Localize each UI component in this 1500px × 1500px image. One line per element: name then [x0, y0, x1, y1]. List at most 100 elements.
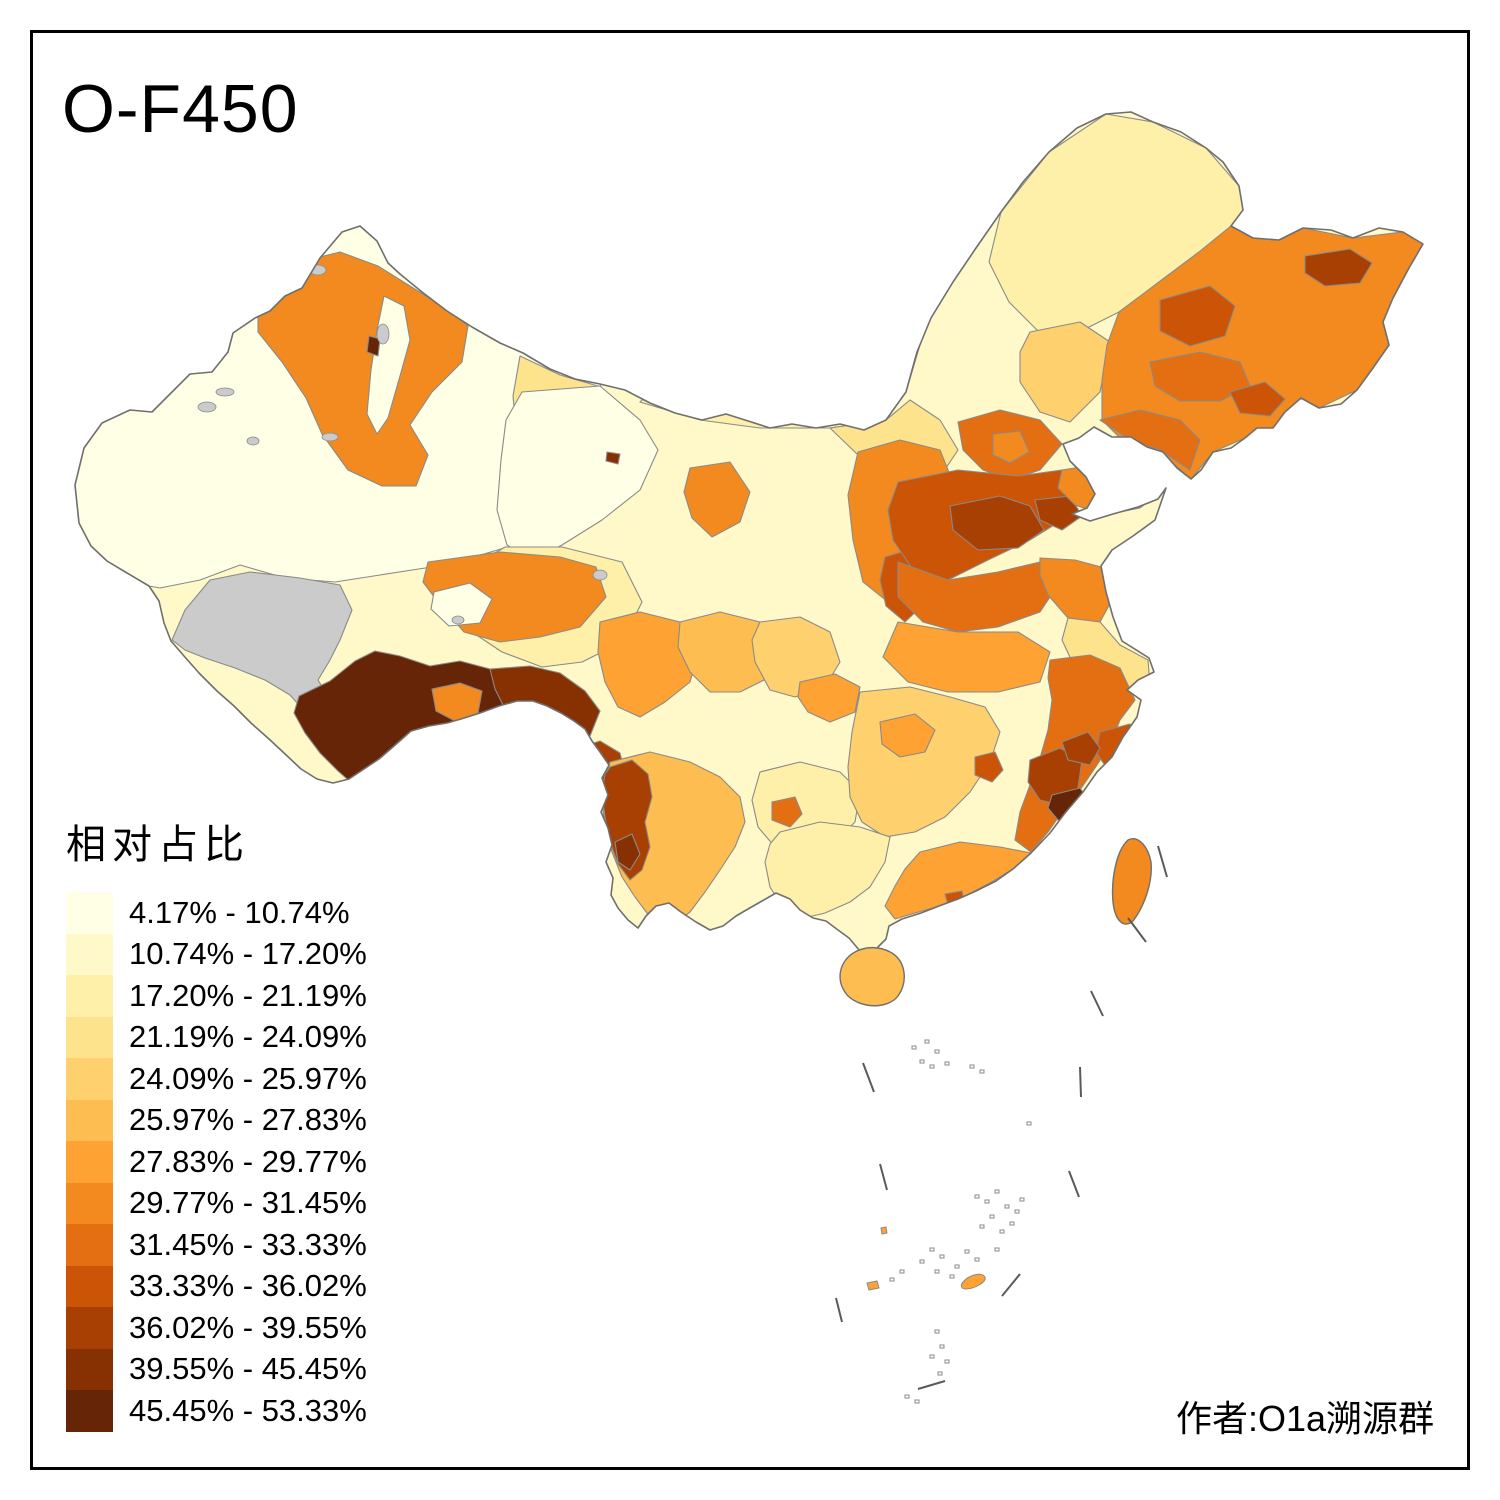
legend-swatch [66, 1348, 113, 1390]
region-fuzhou-dark [1061, 731, 1101, 766]
sea-islet-islet-b [866, 1280, 880, 1291]
sea-islet [954, 1264, 960, 1269]
region-guiyang-dot [771, 796, 803, 828]
legend-label: 31.45% - 33.33% [129, 1226, 367, 1262]
sea-islet [934, 1049, 940, 1054]
legend-item: 17.20% - 21.19% [66, 975, 367, 1017]
legend-item: 25.97% - 27.83% [66, 1099, 367, 1141]
plot-frame [30, 30, 1470, 1470]
legend-label: 4.17% - 10.74% [129, 894, 350, 930]
region-zhangye-orange [683, 461, 751, 538]
legend-swatch [66, 1307, 113, 1349]
sea-islet [974, 1194, 980, 1199]
legend-label: 29.77% - 31.45% [129, 1185, 367, 1221]
sea-islet [914, 1399, 920, 1404]
lake [321, 432, 339, 442]
sea-islet [929, 1064, 935, 1069]
nine-dash-segment [917, 1380, 946, 1390]
legend-title: 相对占比 [66, 823, 250, 867]
lake [376, 323, 390, 345]
sea-islet [939, 1344, 945, 1349]
region-guangxi [764, 821, 891, 920]
lake [592, 569, 608, 581]
nine-dash-segment [862, 1062, 875, 1093]
sea-islet [904, 1394, 910, 1399]
region-nanchang-dark [974, 751, 1004, 783]
legend-label: 25.97% - 27.83% [129, 1102, 367, 1138]
region-golmud-pale [430, 582, 493, 627]
sea-islet [979, 1069, 985, 1074]
map-title: O-F450 [62, 71, 299, 147]
sea-islet [964, 1249, 970, 1254]
sea-islet [994, 1247, 1000, 1252]
legend-label: 10.74% - 17.20% [129, 936, 367, 972]
nine-dash-segment [1068, 1170, 1080, 1198]
island-taiwan [1111, 838, 1152, 925]
legend: 相对占比 4.17% - 10.74% 10.74% - 17.20% 17.20%… [66, 812, 367, 1432]
legend-item: 33.33% - 36.02% [66, 1265, 367, 1307]
region-nujiang-dark [614, 833, 641, 871]
legend-swatch [66, 1224, 113, 1266]
lake [215, 387, 235, 397]
sea-islet [911, 1045, 917, 1050]
legend-label: 17.20% - 21.19% [129, 977, 367, 1013]
mainland-regions [75, 112, 1423, 971]
sea-islet [924, 1039, 930, 1044]
sea-islet [889, 1277, 895, 1282]
sea-islet [1009, 1221, 1015, 1226]
region-yanbian-dark [1229, 381, 1286, 417]
legend-swatch [66, 1099, 113, 1141]
region-ngari-no-data [171, 571, 353, 719]
region-chongqing [797, 673, 861, 723]
region-beijing [992, 430, 1030, 464]
island-hainan [839, 946, 905, 1007]
sea-islet [934, 1269, 940, 1274]
legend-swatch [66, 1182, 113, 1224]
nine-dash-segment [1001, 1273, 1021, 1297]
sea-islet [969, 1064, 975, 1069]
legend-item: 10.74% - 17.20% [66, 933, 367, 975]
region-shandong-dark-1 [949, 495, 1045, 551]
sea-islet-islet-a [960, 1273, 986, 1290]
sea-islet [944, 1061, 950, 1066]
region-urumqi-dark-dot [366, 335, 381, 357]
legend-label: 33.33% - 36.02% [129, 1268, 367, 1304]
legend-swatch [66, 1265, 113, 1307]
region-changsha-orange [879, 713, 936, 758]
region-anhui-hubei [882, 621, 1051, 693]
nine-dash-segment [879, 1163, 888, 1191]
sea-islet [999, 1229, 1005, 1234]
sea-islet [979, 1224, 985, 1229]
sea-islet [919, 1059, 925, 1064]
legend-swatch [66, 1390, 113, 1432]
region-henan-south [897, 561, 1061, 633]
legend-item: 27.83% - 29.77% [66, 1141, 367, 1183]
sea-islet [944, 1359, 950, 1364]
sea-islet [937, 1371, 943, 1376]
legend-item: 45.45% - 53.33% [66, 1390, 367, 1432]
sea-islet [1019, 1197, 1025, 1202]
sea-islet [974, 1257, 980, 1262]
sea-islet [899, 1269, 905, 1274]
region-xinjiang-north [257, 251, 469, 487]
legend-swatch [66, 1141, 113, 1183]
nine-dash-segment [1127, 917, 1147, 943]
legend-item: 36.02% - 39.55% [66, 1307, 367, 1349]
sea-islet [984, 1199, 990, 1204]
nine-dash-segment [835, 1297, 843, 1323]
lake [246, 436, 260, 446]
legend-label: 21.19% - 24.09% [129, 1019, 367, 1055]
region-daxinganling [1019, 321, 1111, 423]
lake [451, 615, 465, 625]
sea-islet-islet-c [880, 1226, 888, 1235]
region-heilongjiang-dark-1 [1159, 285, 1236, 347]
nine-dash-segment [1079, 1066, 1082, 1098]
sea-islet [934, 1329, 940, 1334]
legend-item: 4.17% - 10.74% [66, 892, 367, 934]
legend-item: 24.09% - 25.97% [66, 1058, 367, 1100]
sea-islet [929, 1354, 935, 1359]
legend-item: 31.45% - 33.33% [66, 1224, 367, 1266]
legend-label: 24.09% - 25.97% [129, 1060, 367, 1096]
region-sichuan-west [597, 611, 701, 718]
